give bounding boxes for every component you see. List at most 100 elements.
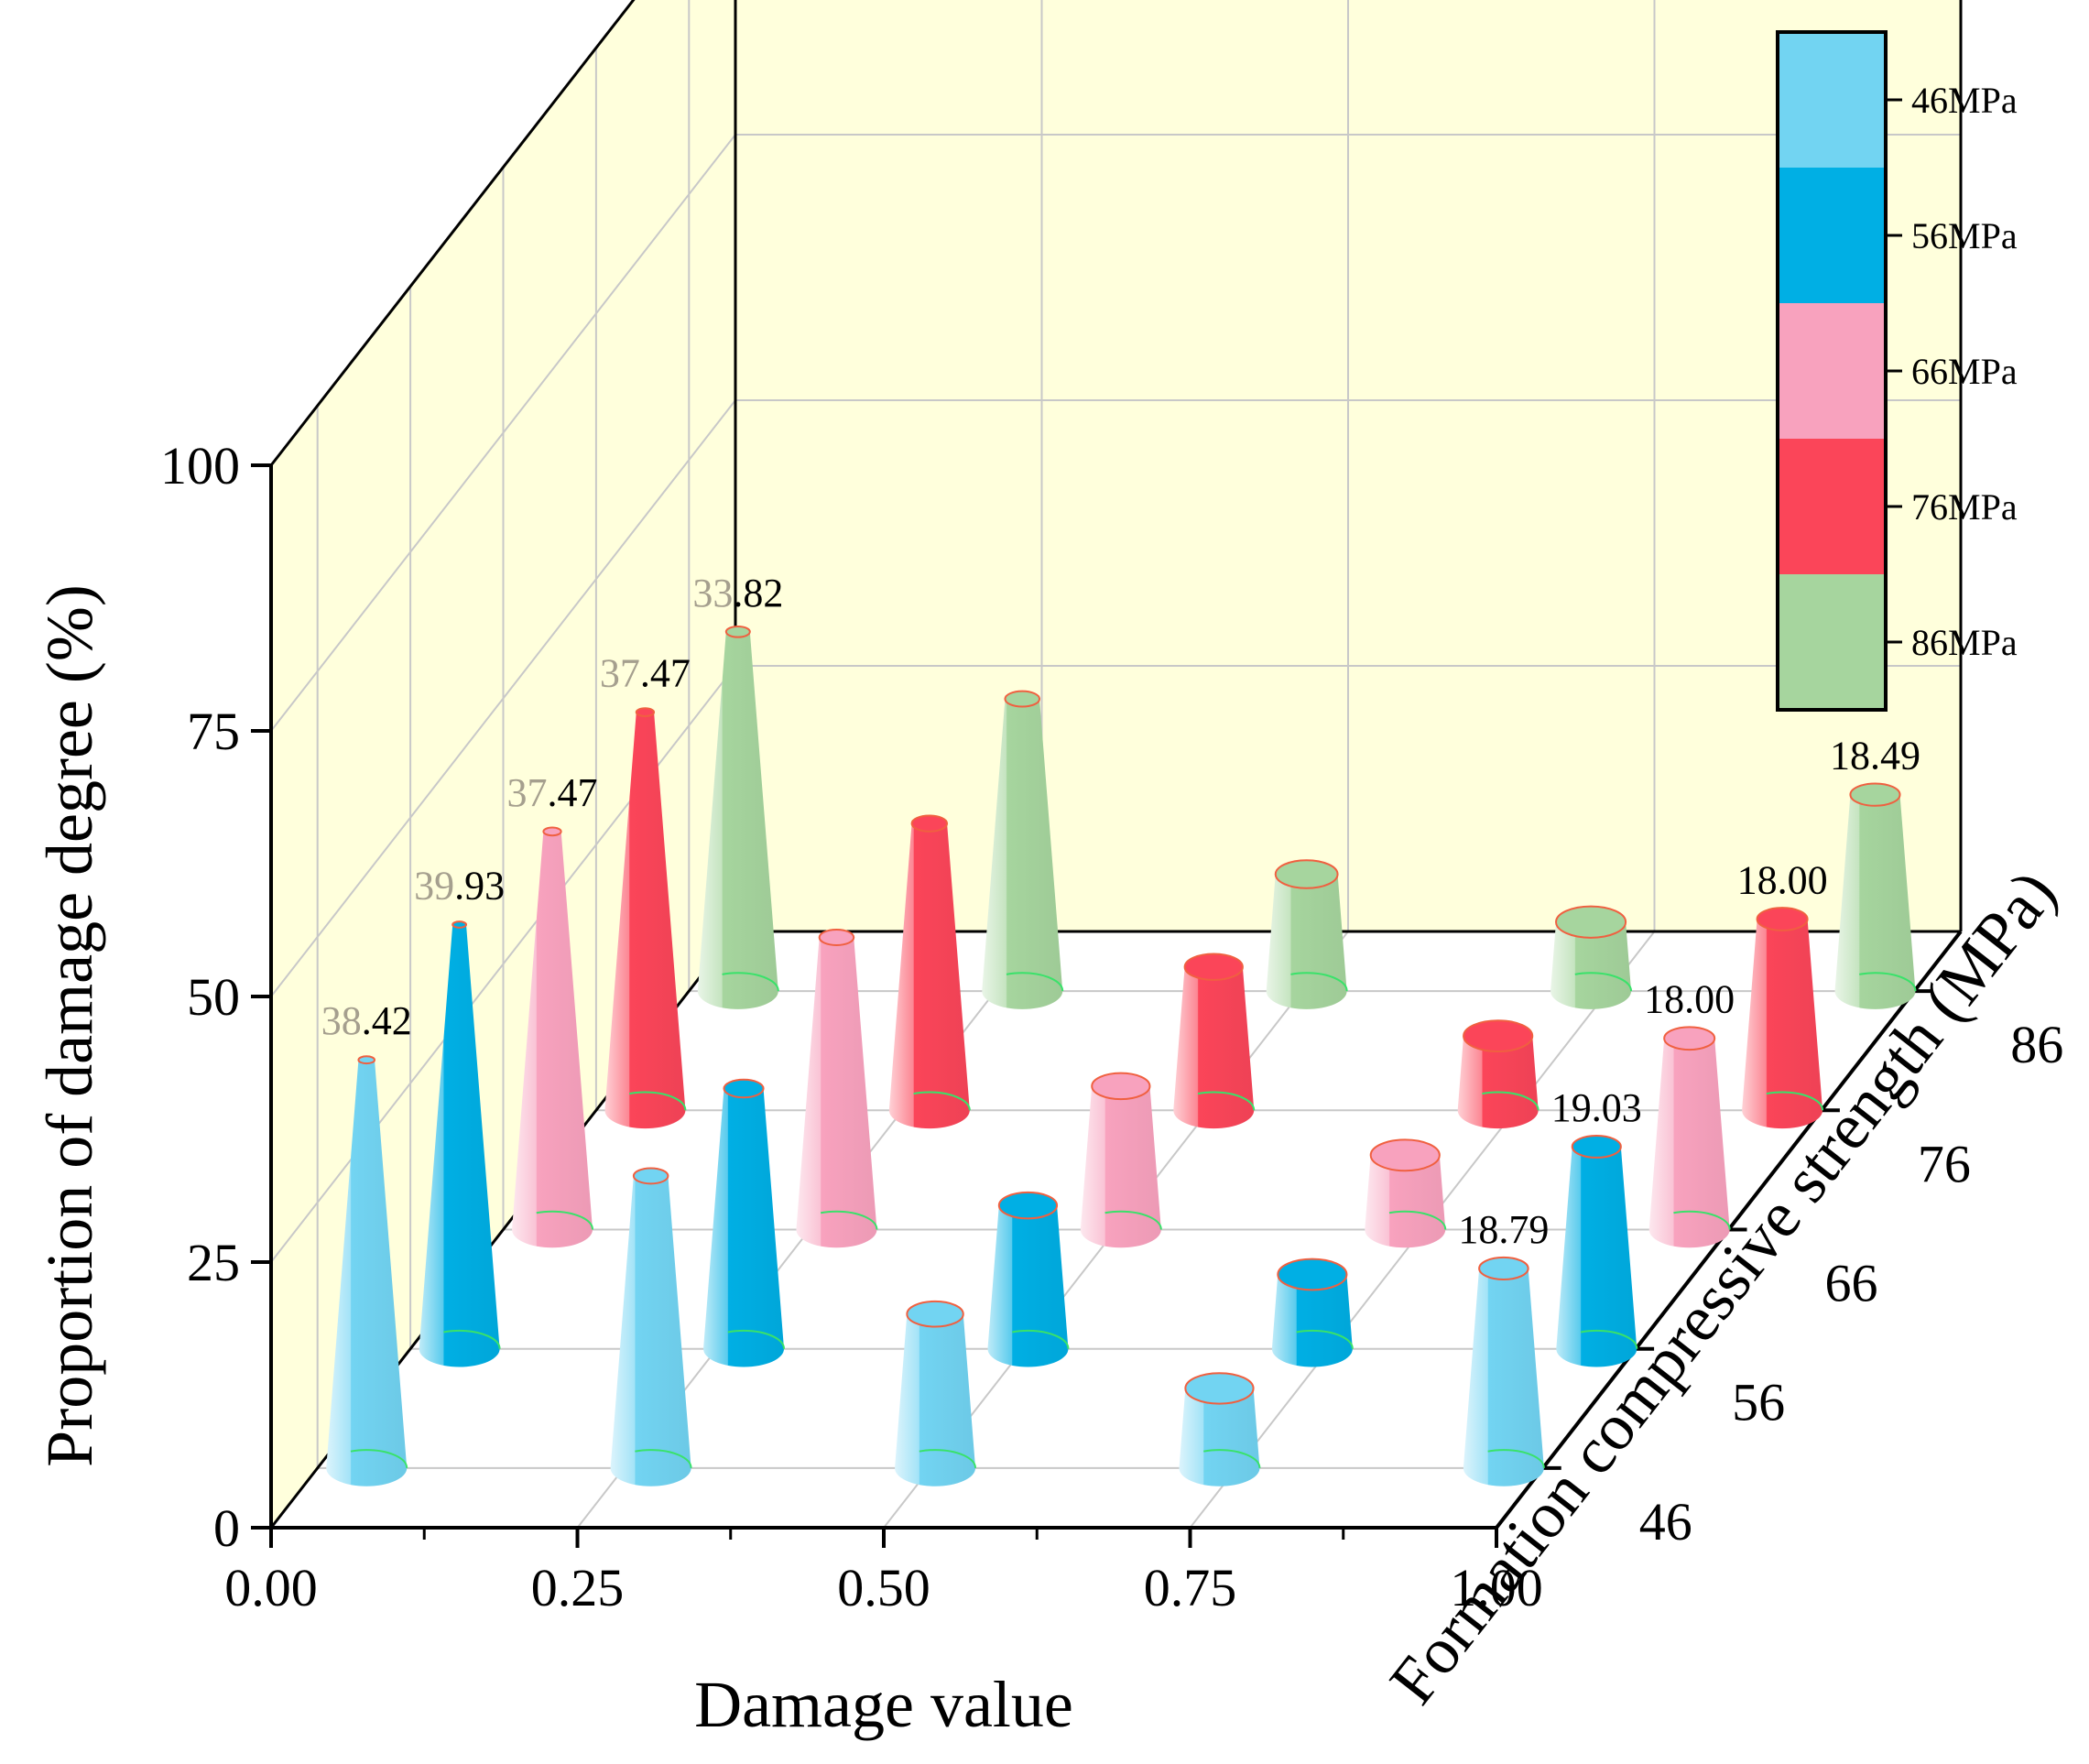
cone-body — [982, 699, 1063, 1009]
cone-body — [1080, 1085, 1161, 1248]
cone-base-rim — [1172, 1091, 1256, 1130]
cone-76MPa-1.00 — [1741, 907, 1824, 1130]
cone-top-cap — [1369, 1138, 1441, 1172]
cone-body — [1457, 1036, 1539, 1129]
cone-86MPa-1.00 — [1833, 782, 1917, 1010]
cone-body — [703, 1088, 785, 1367]
z-tick-label: 46 — [1639, 1492, 1692, 1552]
cone-base-rim — [1270, 1329, 1354, 1368]
x-tick-label: 0.25 — [531, 1558, 625, 1617]
z-tick-label: 86 — [2010, 1015, 2063, 1074]
cone-top-cap — [1274, 859, 1339, 889]
cone-top-cap — [1091, 1072, 1151, 1101]
cone-base-rim — [1079, 1210, 1162, 1249]
x-axis-title: Damage value — [694, 1668, 1073, 1741]
y-tick-label: 75 — [187, 702, 240, 761]
cone-top-cap — [1004, 690, 1041, 708]
cone-86MPa-0.75 — [1550, 905, 1633, 1010]
cone-66MPa-0.00 — [511, 826, 594, 1249]
z-tick-label: 76 — [1918, 1134, 1971, 1193]
cone-body — [1742, 919, 1823, 1129]
cone-base-rim — [696, 972, 779, 1010]
cone-body — [419, 924, 500, 1367]
cone-body — [326, 1060, 408, 1486]
legend-label: 66MPa — [1911, 351, 2018, 392]
cone-base-rim — [325, 1449, 408, 1487]
cone-base-rim — [604, 1091, 687, 1130]
y-tick-label: 100 — [160, 436, 240, 495]
z-tick-label: 56 — [1732, 1373, 1785, 1432]
legend-swatch — [1778, 439, 1886, 574]
cone-body — [1556, 1146, 1637, 1367]
cone-top-cap — [542, 826, 562, 837]
cone-base-rim — [1833, 972, 1917, 1010]
cone-base-rim — [1741, 1091, 1824, 1130]
legend: 46MPa 56MPa 66MPa 76MPa 86MPa — [1776, 30, 2018, 712]
cone-top-cap — [1277, 1258, 1348, 1291]
data-label: 18.49 — [1830, 734, 1920, 779]
cone-top-cap — [1555, 905, 1627, 939]
x-tick-label: 0.50 — [837, 1558, 930, 1617]
cone-56MPa-0.75 — [1270, 1258, 1354, 1368]
cone-body — [987, 1205, 1069, 1367]
cone-body — [1365, 1155, 1446, 1248]
cone-body — [1266, 874, 1347, 1009]
cone-top-cap — [1478, 1256, 1529, 1280]
cone-body — [1271, 1274, 1353, 1367]
legend-swatch — [1778, 168, 1886, 303]
cone-base-rim — [609, 1449, 692, 1487]
y-axis-title: Proportion of damage degree (%) — [33, 584, 106, 1467]
cone-46MPa-0.75 — [1178, 1372, 1261, 1487]
cone-base-rim — [894, 1449, 977, 1487]
cone-86MPa-0.50 — [1265, 859, 1348, 1010]
legend-label: 56MPa — [1911, 215, 2018, 256]
wall-top-edge — [269, 0, 1963, 931]
cone-56MPa-0.25 — [702, 1078, 786, 1368]
x-tick-label: 0.75 — [1144, 1558, 1237, 1617]
cone-top-cap — [1663, 1026, 1716, 1051]
cone-base-rim — [702, 1329, 786, 1368]
cone-base-rim — [981, 972, 1064, 1010]
cone-top-cap — [1183, 953, 1244, 981]
cone-56MPa-1.00 — [1555, 1135, 1638, 1368]
legend-border — [1776, 30, 1888, 712]
cone-top-cap — [1571, 1135, 1622, 1159]
legend-label: 86MPa — [1911, 622, 2018, 663]
cone-top-cap — [818, 929, 855, 946]
cone-body — [604, 712, 686, 1129]
cone-46MPa-1.00 — [1462, 1256, 1545, 1487]
legend-label: 46MPa — [1911, 80, 2018, 121]
cone-base-rim — [1550, 972, 1633, 1010]
cone-body — [796, 937, 877, 1248]
cone-base-rim — [1648, 1210, 1731, 1249]
cone-base-rim — [1364, 1210, 1447, 1249]
z-tick-label: 66 — [1825, 1254, 1878, 1313]
chart-data-labels: 33.82 18.49 37.47 18.00 37.47 18.00 39.93 19.03… — [321, 571, 1920, 1252]
cone-66MPa-0.25 — [795, 929, 878, 1249]
data-label: 38.42 — [321, 998, 412, 1043]
legend-swatch — [1778, 32, 1886, 168]
cone-top-cap — [997, 1191, 1059, 1220]
legend-swatch — [1778, 303, 1886, 439]
data-label: 33.82 — [692, 571, 783, 615]
cone-base-rim — [1178, 1449, 1261, 1487]
cone-body — [888, 823, 970, 1129]
cone-86MPa-0.00 — [696, 625, 779, 1010]
cone-body — [610, 1175, 691, 1486]
x-tick-label: 1.00 — [1450, 1558, 1543, 1617]
data-label: 37.47 — [507, 770, 598, 815]
cone-76MPa-0.75 — [1456, 1019, 1540, 1130]
cone-top-cap — [632, 1167, 669, 1185]
cone-76MPa-0.50 — [1172, 953, 1256, 1130]
chart-cones — [325, 625, 1917, 1487]
cone-66MPa-0.50 — [1079, 1072, 1162, 1249]
cone-base-rim — [1462, 1449, 1545, 1487]
cone-body — [1463, 1268, 1544, 1486]
cone-56MPa-0.00 — [418, 920, 501, 1368]
y-tick-label: 0 — [213, 1498, 240, 1558]
cone-66MPa-0.75 — [1364, 1138, 1447, 1249]
cone-top-cap — [1849, 782, 1901, 807]
data-label: 39.93 — [414, 864, 505, 909]
